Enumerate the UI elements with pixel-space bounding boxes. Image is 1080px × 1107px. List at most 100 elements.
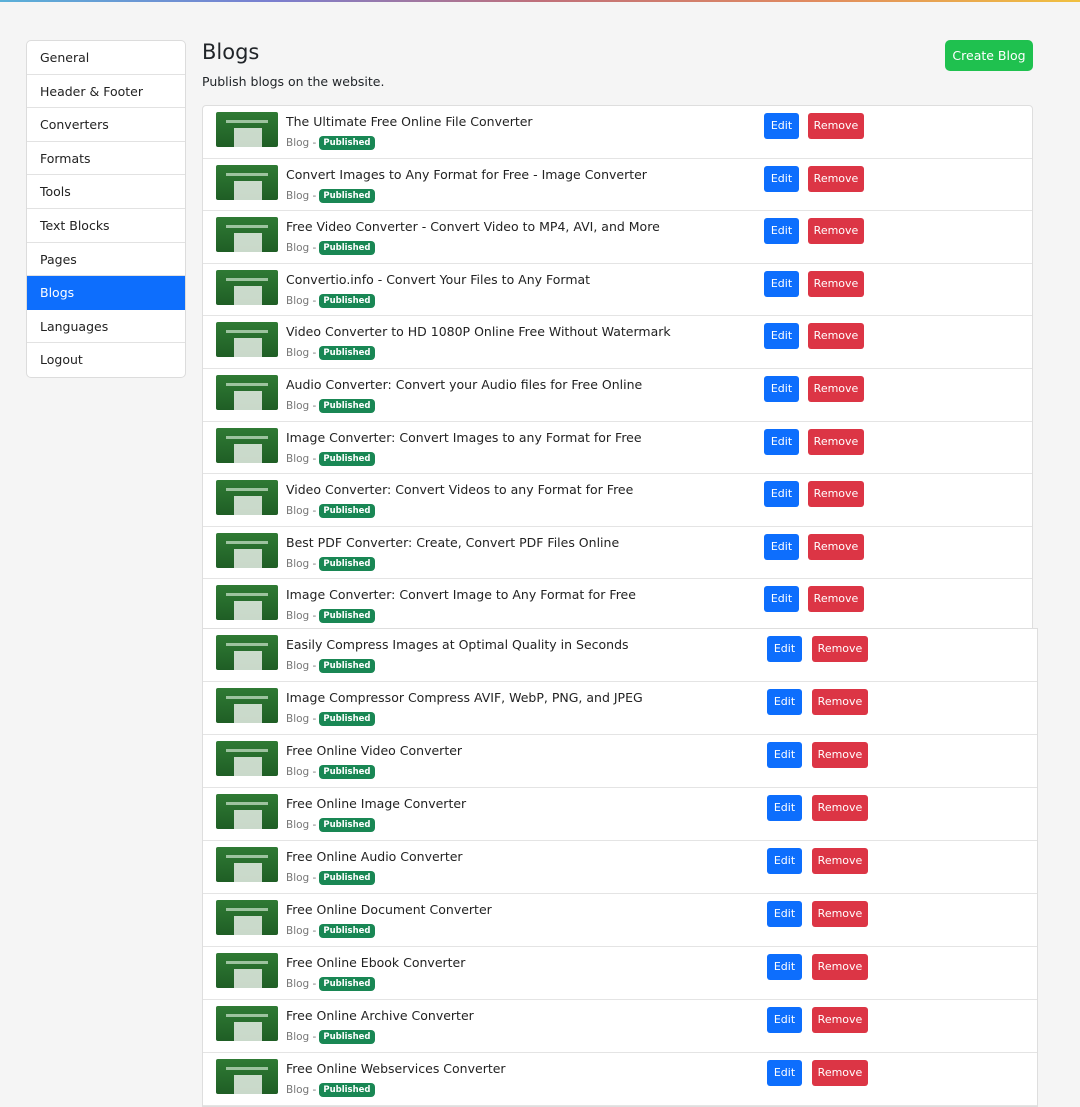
edit-button[interactable]: Edit xyxy=(767,901,802,927)
remove-button[interactable]: Remove xyxy=(812,742,868,768)
blog-category: Blog - xyxy=(286,137,317,149)
page-subtitle: Publish blogs on the website. xyxy=(202,74,385,89)
blog-title: Easily Compress Images at Optimal Qualit… xyxy=(286,637,629,652)
blog-list: The Ultimate Free Online File Converter … xyxy=(202,105,1033,633)
status-badge: Published xyxy=(319,241,375,256)
remove-button[interactable]: Remove xyxy=(808,270,864,297)
blog-row: Free Online Audio Converter Blog - Publis… xyxy=(203,841,1037,894)
remove-button[interactable]: Remove xyxy=(808,533,864,560)
remove-button[interactable]: Remove xyxy=(812,689,868,715)
blog-thumbnail xyxy=(216,112,278,147)
sidebar-item-general[interactable]: General xyxy=(27,41,185,75)
edit-button[interactable]: Edit xyxy=(767,1007,802,1033)
blog-row: Easily Compress Images at Optimal Qualit… xyxy=(203,629,1037,682)
sidebar-item-pages[interactable]: Pages xyxy=(27,243,185,277)
remove-button[interactable]: Remove xyxy=(808,218,864,245)
edit-button[interactable]: Edit xyxy=(764,533,799,560)
remove-button[interactable]: Remove xyxy=(808,165,864,192)
edit-button[interactable]: Edit xyxy=(767,848,802,874)
blog-category: Blog - xyxy=(286,347,317,360)
blog-thumbnail xyxy=(216,322,278,358)
blog-row: Video Converter to HD 1080P Online Free … xyxy=(203,316,1032,369)
sidebar-item-tools[interactable]: Tools xyxy=(27,175,185,209)
sidebar-item-text-blocks[interactable]: Text Blocks xyxy=(27,209,185,243)
blog-thumbnail xyxy=(216,794,278,829)
edit-button[interactable]: Edit xyxy=(767,1060,802,1086)
blog-list: Easily Compress Images at Optimal Qualit… xyxy=(202,628,1038,1107)
blog-row: Best PDF Converter: Create, Convert PDF … xyxy=(203,527,1032,580)
blog-title: Free Online Audio Converter xyxy=(286,849,463,864)
blog-row: The Ultimate Free Online File Converter … xyxy=(203,106,1032,159)
blog-title: Audio Converter: Convert your Audio file… xyxy=(286,376,643,392)
blog-meta: Blog - Published xyxy=(286,293,375,308)
blog-meta: Blog - Published xyxy=(286,609,375,624)
blog-thumbnail xyxy=(216,953,278,988)
blog-meta: Blog - Published xyxy=(286,136,375,150)
remove-button[interactable]: Remove xyxy=(808,375,864,402)
sidebar-nav: General Header & Footer Converters Formats T… xyxy=(26,40,186,378)
blog-meta: Blog - Published xyxy=(286,871,375,885)
remove-button[interactable]: Remove xyxy=(812,1007,868,1033)
blog-thumbnail xyxy=(216,269,278,305)
edit-button[interactable]: Edit xyxy=(764,586,799,613)
remove-button[interactable]: Remove xyxy=(812,795,868,821)
remove-button[interactable]: Remove xyxy=(808,481,864,508)
sidebar-item-logout[interactable]: Logout xyxy=(40,352,83,368)
page-title: Blogs xyxy=(202,40,260,64)
blog-row: Image Converter: Convert Images to any F… xyxy=(203,422,1032,475)
remove-button[interactable]: Remove xyxy=(812,848,868,874)
sidebar-item-formats[interactable]: Formats xyxy=(27,142,185,176)
remove-button[interactable]: Remove xyxy=(808,113,864,139)
remove-button[interactable]: Remove xyxy=(812,901,868,927)
blog-row: Convertio.info - Convert Your Files to A… xyxy=(203,264,1032,317)
sidebar-item-header-footer[interactable]: Header & Footer xyxy=(27,75,185,109)
status-badge: Published xyxy=(319,188,375,203)
edit-button[interactable]: Edit xyxy=(767,636,802,662)
remove-button[interactable]: Remove xyxy=(812,636,868,662)
status-badge: Published xyxy=(319,136,375,150)
blog-row: Image Converter: Convert Image to Any Fo… xyxy=(203,579,1032,632)
blog-thumbnail xyxy=(216,1006,278,1041)
edit-button[interactable]: Edit xyxy=(764,481,799,508)
remove-button[interactable]: Remove xyxy=(812,1060,868,1086)
sidebar-item-converters[interactable]: Converters xyxy=(27,108,185,142)
blog-category: Blog - xyxy=(286,766,317,778)
blog-row: Free Online Archive Converter Blog - Publ… xyxy=(203,1000,1037,1053)
edit-button[interactable]: Edit xyxy=(764,428,799,455)
blog-meta: Blog - Published xyxy=(286,924,375,938)
blog-thumbnail xyxy=(216,847,278,882)
sidebar-item-blogs[interactable]: Blogs xyxy=(27,276,185,310)
edit-button[interactable]: Edit xyxy=(764,375,799,402)
remove-button[interactable]: Remove xyxy=(808,323,864,350)
blog-thumbnail xyxy=(216,374,278,410)
blog-thumbnail xyxy=(216,635,278,670)
blog-row: Free Online Ebook Converter Blog - Publis… xyxy=(203,947,1037,1000)
blog-meta: Blog - Published xyxy=(286,765,375,779)
status-badge: Published xyxy=(319,659,375,673)
remove-button[interactable]: Remove xyxy=(812,954,868,980)
edit-button[interactable]: Edit xyxy=(764,218,799,245)
blog-row: Free Online Video Converter Blog - Publis… xyxy=(203,735,1037,788)
blog-category: Blog - xyxy=(286,242,317,255)
edit-button[interactable]: Edit xyxy=(764,113,799,139)
create-blog-button[interactable]: Create Blog xyxy=(945,40,1033,71)
remove-button[interactable]: Remove xyxy=(808,428,864,455)
edit-button[interactable]: Edit xyxy=(764,270,799,297)
edit-button[interactable]: Edit xyxy=(764,165,799,192)
edit-button[interactable]: Edit xyxy=(767,795,802,821)
blog-category: Blog - xyxy=(286,610,317,623)
edit-button[interactable]: Edit xyxy=(767,954,802,980)
blog-title: Image Converter: Convert Image to Any Fo… xyxy=(286,587,636,603)
edit-button[interactable]: Edit xyxy=(764,323,799,350)
top-accent-bar xyxy=(0,0,1080,2)
sidebar-item-languages[interactable]: Languages xyxy=(27,310,185,344)
status-badge: Published xyxy=(319,871,375,885)
edit-button[interactable]: Edit xyxy=(767,742,802,768)
edit-button[interactable]: Edit xyxy=(767,689,802,715)
blog-title: Free Online Archive Converter xyxy=(286,1008,474,1023)
blog-meta: Blog - Published xyxy=(286,241,375,256)
status-badge: Published xyxy=(319,977,375,991)
remove-button[interactable]: Remove xyxy=(808,586,864,613)
blog-row: Audio Converter: Convert your Audio file… xyxy=(203,369,1032,422)
blog-title: Free Online Document Converter xyxy=(286,902,492,917)
